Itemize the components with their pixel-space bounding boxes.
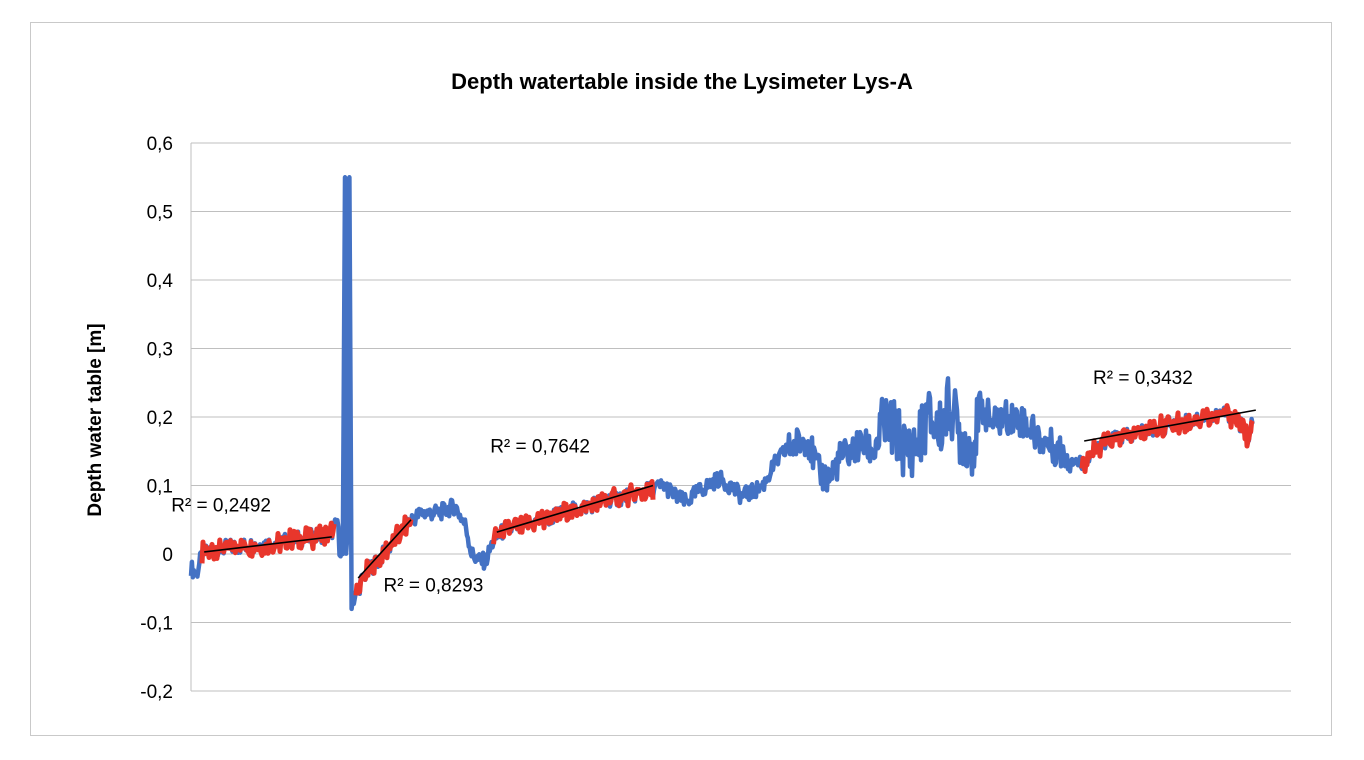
y-tick-label: -0,1 (140, 614, 173, 635)
chart-svg: Depth watertable inside the Lysimeter Ly… (85, 69, 1291, 703)
y-tick-label: 0 (162, 545, 173, 566)
series-line-full (188, 175, 1255, 612)
r-squared-label-4: R² = 0,3432 (1093, 368, 1193, 389)
y-tick-label: 0,5 (147, 203, 173, 224)
chart-frame: Depth watertable inside the Lysimeter Ly… (30, 22, 1332, 736)
trend-layer (204, 409, 1256, 579)
trendline-1 (204, 536, 332, 553)
annotation-layer: R² = 0,2492 R² = 0,8293 R² = 0,7642 R² = 0,… (171, 368, 1193, 597)
r-squared-label-2: R² = 0,8293 (384, 576, 484, 597)
trendline-3 (496, 484, 654, 533)
y-tick-label: 0,4 (147, 271, 174, 292)
y-tick-label: 0,6 (147, 134, 173, 155)
y-tick-label: -0,2 (140, 682, 173, 703)
y-tick-label: 0,2 (147, 408, 173, 429)
chart-title: Depth watertable inside the Lysimeter Ly… (451, 69, 913, 94)
y-tick-label: 0,3 (147, 340, 173, 361)
y-tick-layer: -0,2 -0,1 0 0,1 0,2 0,3 0,4 0,5 0,6 (140, 134, 173, 703)
trendline-2 (357, 519, 412, 579)
y-axis-label: Depth water table [m] (85, 323, 106, 516)
series-line-segment-1 (199, 520, 337, 564)
series-line-segment-2 (353, 514, 414, 596)
r-squared-label-1: R² = 0,2492 (171, 496, 271, 517)
grid-layer (190, 142, 1291, 692)
series-line-segment-4 (1079, 403, 1255, 474)
series-line-segment-3 (491, 479, 656, 545)
series-layer (188, 175, 1255, 612)
y-tick-label: 0,1 (147, 477, 173, 498)
trendline-4 (1084, 409, 1256, 442)
r-squared-label-3: R² = 0,7642 (490, 437, 590, 458)
